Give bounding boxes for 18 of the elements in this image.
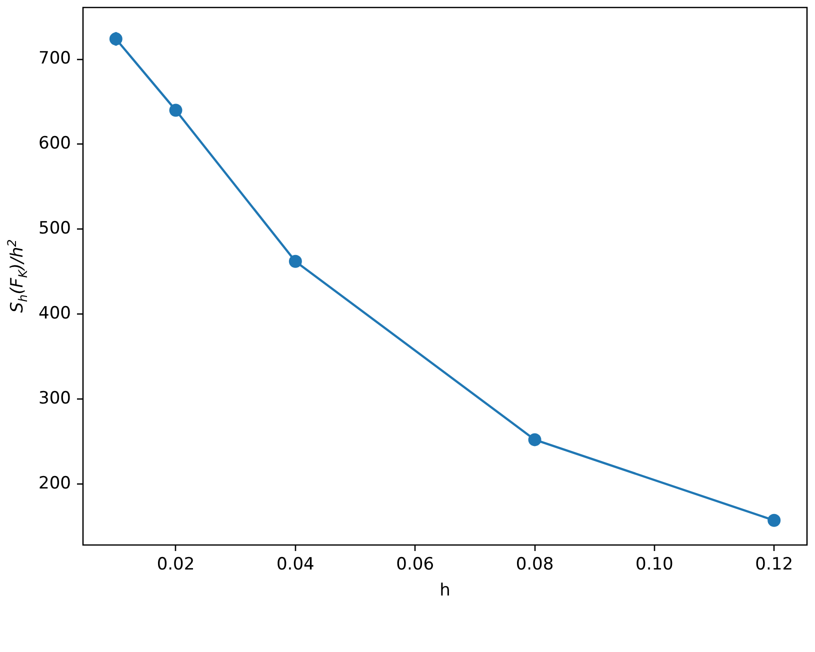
- point: [528, 433, 542, 446]
- x-tick-label: 0.08: [516, 554, 554, 575]
- point: [169, 104, 182, 117]
- point: [109, 32, 122, 46]
- y-tick-label: 700: [38, 48, 71, 69]
- x-tick-label: 0.10: [635, 554, 674, 575]
- point: [768, 514, 781, 527]
- y-tick-label: 300: [38, 388, 71, 408]
- x-axis-title: h: [440, 580, 450, 600]
- x-tick-label: 0.06: [396, 554, 434, 575]
- y-tick-label: 400: [38, 303, 71, 324]
- point: [288, 254, 302, 268]
- y-tick-label: 600: [38, 134, 71, 154]
- x-tick-label: 0.12: [755, 554, 794, 575]
- y-tick-label: 500: [38, 218, 71, 239]
- x-tick-label: 0.04: [276, 554, 314, 575]
- y-tick-label: 200: [38, 473, 71, 494]
- x-tick-label: 0.02: [156, 554, 195, 575]
